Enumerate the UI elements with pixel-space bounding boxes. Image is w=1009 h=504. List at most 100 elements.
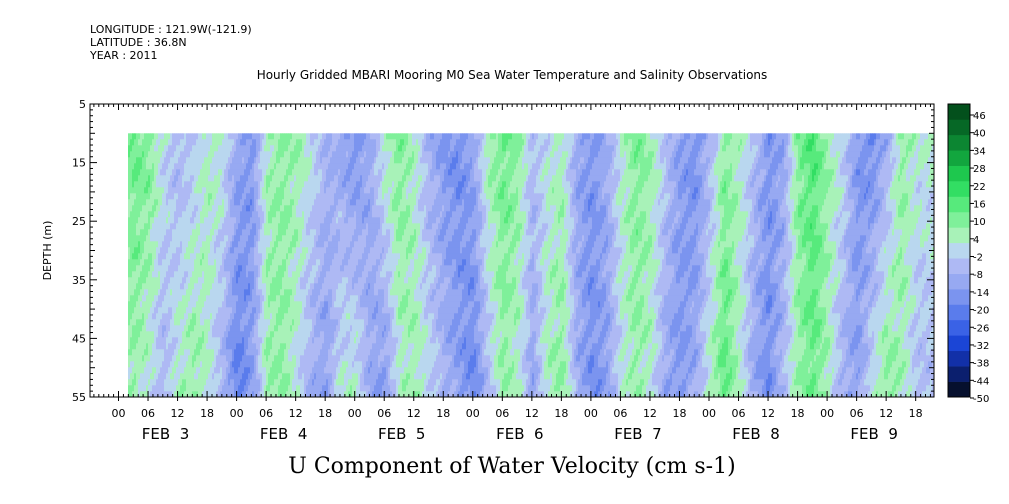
heatmap-cell — [340, 391, 343, 397]
heatmap-cell — [178, 331, 181, 338]
heatmap-cell — [130, 277, 133, 284]
heatmap-cell — [198, 169, 201, 176]
heatmap-cell — [250, 313, 253, 320]
heatmap-cell — [326, 211, 329, 218]
heatmap-cell — [174, 253, 177, 260]
heatmap-cell — [340, 379, 343, 386]
heatmap-cell — [302, 181, 305, 188]
heatmap-cell — [158, 133, 161, 140]
heatmap-cell — [216, 139, 219, 146]
heatmap-cell — [174, 157, 177, 164]
heatmap-cell — [326, 295, 329, 302]
heatmap-cell — [174, 385, 177, 392]
heatmap-cell — [292, 247, 295, 254]
heatmap-cell — [266, 259, 269, 266]
heatmap-cell — [190, 259, 193, 266]
heatmap-cell — [152, 289, 155, 296]
heatmap-cell — [130, 199, 133, 206]
heatmap-cell — [354, 223, 357, 230]
heatmap-cell — [318, 169, 321, 176]
heatmap-cell — [134, 385, 137, 392]
heatmap-cell — [172, 253, 175, 260]
heatmap-cell — [264, 325, 267, 332]
heatmap-cell — [148, 283, 151, 290]
heatmap-cell — [300, 151, 303, 158]
heatmap-cell — [344, 235, 347, 242]
heatmap-cell — [194, 313, 197, 320]
heatmap-cell — [200, 187, 203, 194]
heatmap-cell — [252, 253, 255, 260]
heatmap-cell — [170, 361, 173, 368]
heatmap-cell — [244, 283, 247, 290]
heatmap-cell — [134, 247, 137, 254]
heatmap-cell — [234, 259, 237, 266]
heatmap-cell — [212, 175, 215, 182]
heatmap-cell — [326, 241, 329, 248]
heatmap-cell — [320, 157, 323, 164]
heatmap-cell — [348, 229, 351, 236]
heatmap-cell — [330, 319, 333, 326]
heatmap-cell — [276, 241, 279, 248]
heatmap-cell — [264, 373, 267, 380]
heatmap-cell — [338, 139, 341, 146]
heatmap-cell — [350, 157, 353, 164]
heatmap-cell — [132, 157, 135, 164]
heatmap-cell — [224, 385, 227, 392]
heatmap-cell — [202, 271, 205, 278]
heatmap-cell — [246, 223, 249, 230]
heatmap-cell — [174, 169, 177, 176]
heatmap-cell — [344, 355, 347, 362]
heatmap-cell — [322, 247, 325, 254]
heatmap-cell — [154, 307, 157, 314]
heatmap-cell — [236, 139, 239, 146]
heatmap-cell — [242, 289, 245, 296]
heatmap-cell — [246, 247, 249, 254]
heatmap-cell — [184, 169, 187, 176]
heatmap-cell — [142, 367, 145, 374]
heatmap-cell — [318, 241, 321, 248]
heatmap-cell — [258, 301, 261, 308]
heatmap-cell — [348, 319, 351, 326]
heatmap-cell — [152, 325, 155, 332]
heatmap-cell — [188, 301, 191, 308]
heatmap-cell — [188, 283, 191, 290]
heatmap-cell — [198, 307, 201, 314]
heatmap-cell — [178, 391, 181, 397]
heatmap-cell — [212, 193, 215, 200]
heatmap-cell — [200, 373, 203, 380]
heatmap-cell — [128, 205, 131, 212]
heatmap-cell — [304, 241, 307, 248]
heatmap-cell — [186, 151, 189, 158]
heatmap-cell — [170, 301, 173, 308]
heatmap-cell — [340, 151, 343, 158]
heatmap-cell — [294, 289, 297, 296]
heatmap-cell — [162, 271, 165, 278]
heatmap-cell — [228, 373, 231, 380]
heatmap-cell — [200, 277, 203, 284]
heatmap-cell — [252, 289, 255, 296]
heatmap-cell — [338, 199, 341, 206]
heatmap-cell — [198, 373, 201, 380]
heatmap-cell — [254, 361, 257, 368]
heatmap-cell — [234, 283, 237, 290]
heatmap-cell — [350, 241, 353, 248]
heatmap-cell — [186, 361, 189, 368]
heatmap-cell — [224, 313, 227, 320]
heatmap-cell — [232, 241, 235, 248]
heatmap-cell — [182, 139, 185, 146]
heatmap-cell — [150, 343, 153, 350]
heatmap-cell — [136, 391, 139, 397]
heatmap-cell — [276, 157, 279, 164]
heatmap-cell — [158, 235, 161, 242]
heatmap-cell — [312, 307, 315, 314]
heatmap-cell — [148, 319, 151, 326]
heatmap-cell — [230, 277, 233, 284]
heatmap-cell — [240, 313, 243, 320]
heatmap-cell — [344, 253, 347, 260]
heatmap-cell — [162, 157, 165, 164]
heatmap-cell — [306, 295, 309, 302]
heatmap-cell — [210, 271, 213, 278]
heatmap-cell — [224, 157, 227, 164]
heatmap-cell — [268, 379, 271, 386]
heatmap-cell — [336, 361, 339, 368]
